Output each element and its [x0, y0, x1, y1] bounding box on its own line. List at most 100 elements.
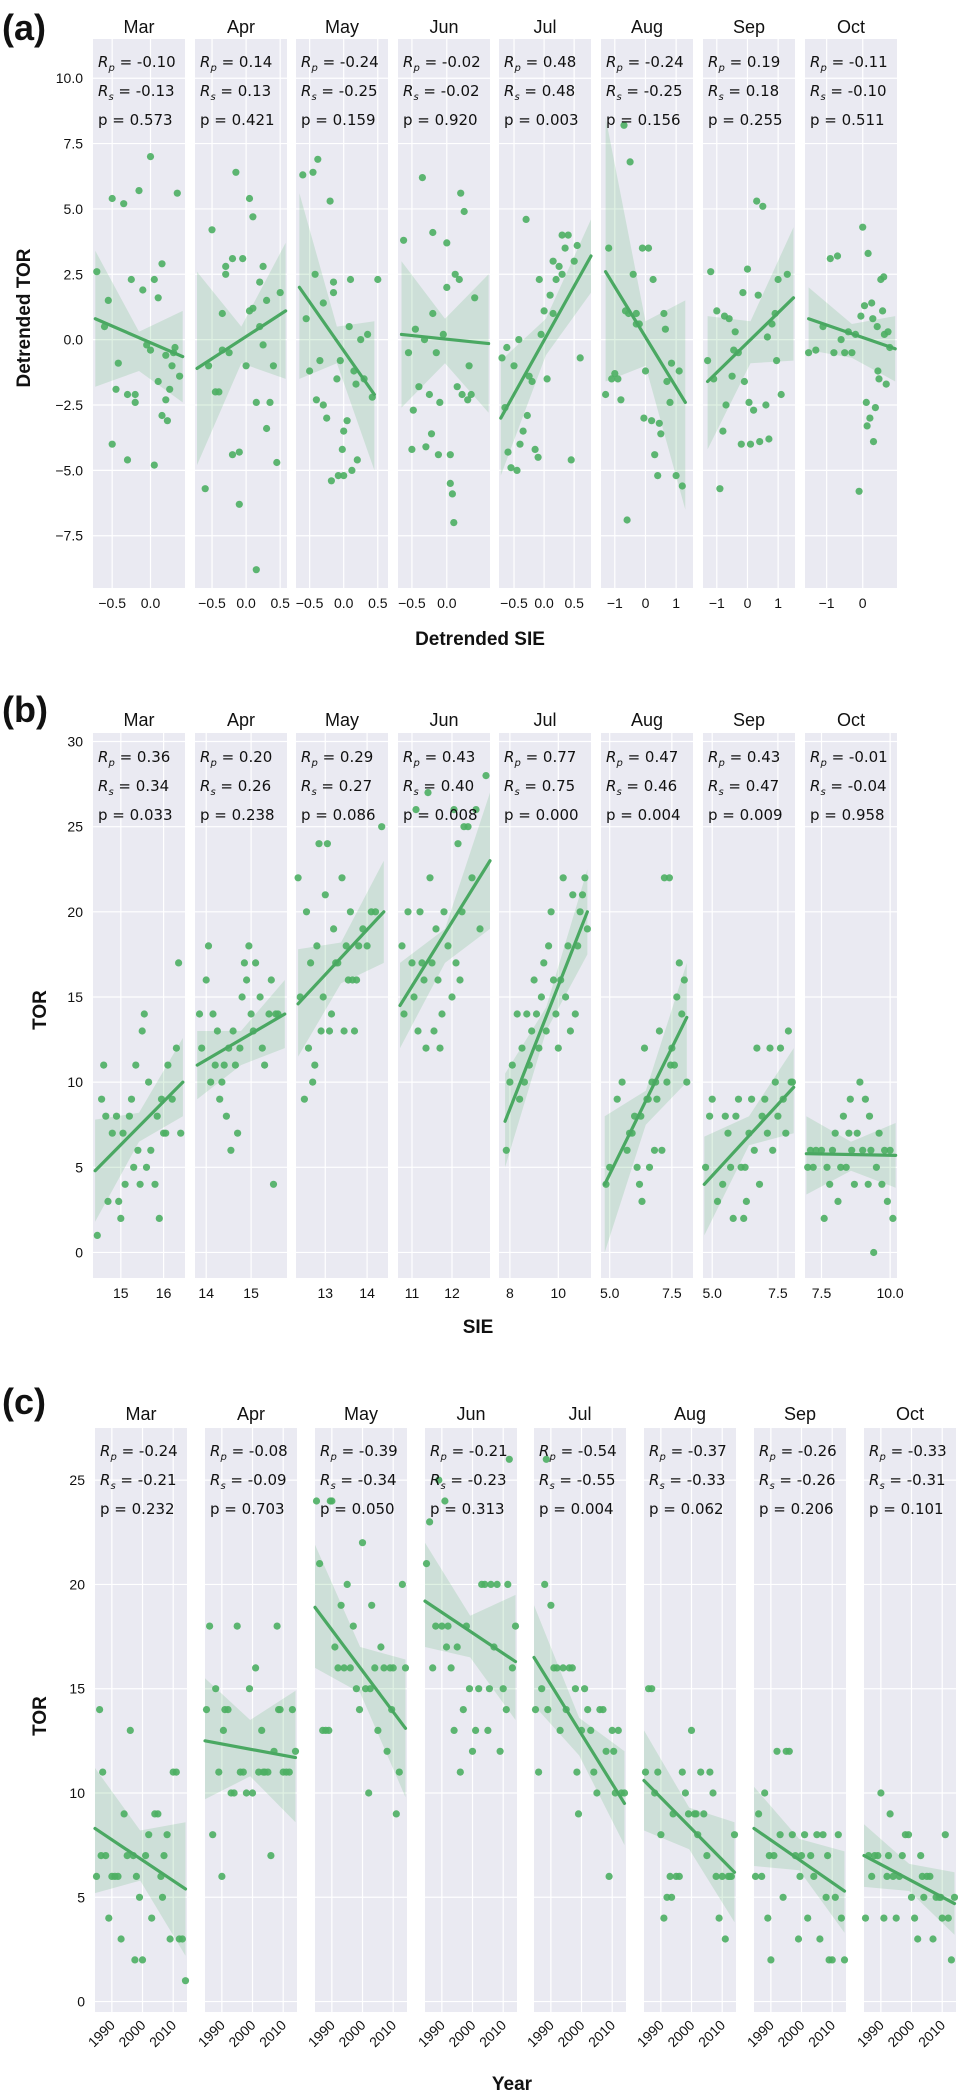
- data-point: [434, 976, 442, 984]
- data-point: [817, 1146, 826, 1154]
- x-tick-label: 2000: [664, 2017, 697, 2050]
- data-point: [471, 294, 479, 302]
- y-tick-label: 10: [69, 1785, 85, 1801]
- data-point: [256, 278, 264, 286]
- data-point: [660, 309, 668, 318]
- data-point: [535, 1768, 543, 1776]
- x-tick-label: 2000: [884, 2017, 917, 2050]
- x-tick-label: 2010: [366, 2017, 399, 2050]
- data-point: [861, 1914, 870, 1922]
- data-point: [840, 1956, 849, 1964]
- data-point: [135, 187, 143, 195]
- x-tick-label: −0.5: [198, 595, 226, 611]
- data-point: [635, 1180, 644, 1188]
- x-tick-label: 2010: [146, 2017, 179, 2050]
- facet-background: [296, 733, 388, 1278]
- data-point: [453, 383, 461, 391]
- data-point: [819, 1831, 827, 1839]
- data-point: [804, 1914, 812, 1922]
- data-point: [415, 383, 423, 391]
- data-point: [366, 1685, 374, 1693]
- x-tick-label: 7.5: [812, 1285, 832, 1301]
- data-point: [867, 1146, 875, 1154]
- facet-sep: Sep Rp = 0.19 Rs = 0.18 p = 0.255 −1 0 1: [703, 17, 796, 611]
- data-point: [549, 257, 557, 265]
- data-point: [131, 398, 139, 406]
- data-point: [321, 891, 329, 899]
- data-point: [504, 1580, 512, 1588]
- y-tick-label: −7.5: [55, 528, 83, 544]
- data-point: [886, 1810, 894, 1818]
- x-tick-label: 2010: [915, 2017, 948, 2050]
- data-point: [163, 417, 171, 425]
- y-tick-label: −5.0: [55, 462, 83, 478]
- data-point: [730, 346, 738, 354]
- stat-rs: Rs = -0.23: [430, 1471, 507, 1492]
- data-point: [508, 1664, 516, 1672]
- data-point: [796, 1872, 804, 1880]
- data-point: [227, 1146, 235, 1154]
- data-point: [102, 1112, 110, 1120]
- data-point: [425, 390, 433, 399]
- facet-background: [93, 39, 185, 588]
- facet-background: [499, 733, 591, 1278]
- x-tick-label: 1990: [415, 2017, 448, 2050]
- data-point: [166, 385, 174, 393]
- data-point: [218, 1872, 226, 1880]
- x-tick-label: 1990: [305, 2017, 338, 2050]
- data-point: [721, 1935, 729, 1943]
- data-point: [707, 268, 715, 276]
- data-point: [363, 942, 371, 950]
- data-point: [302, 908, 311, 916]
- data-point: [702, 1163, 710, 1171]
- regression-line: [423, 1599, 518, 1664]
- facet-mar: Mar Rp = -0.10 Rs = -0.13 p = 0.573 −0.5 0.0: [93, 17, 185, 611]
- data-point: [327, 477, 335, 485]
- data-point: [117, 1214, 125, 1222]
- data-point: [323, 414, 331, 422]
- data-point: [626, 158, 634, 166]
- data-point: [126, 1726, 134, 1734]
- stat-rp: Rp = 0.48: [504, 53, 576, 74]
- regression-line: [313, 1605, 408, 1730]
- data-point: [273, 458, 281, 467]
- data-point: [232, 168, 240, 176]
- data-point: [435, 1476, 443, 1484]
- data-point: [703, 1852, 711, 1860]
- data-point: [498, 354, 506, 362]
- facet-jun: Jun Rp = -0.21 Rs = -0.23 p = 0.313 19902000…: [415, 1404, 520, 2050]
- regression-line: [804, 1152, 898, 1157]
- data-point: [240, 959, 248, 967]
- data-point: [947, 1956, 956, 1964]
- data-point: [145, 1078, 153, 1086]
- data-point: [299, 171, 307, 179]
- data-point: [929, 1935, 937, 1943]
- data-point: [788, 1831, 796, 1839]
- data-point: [166, 1935, 174, 1943]
- facet-mar: Mar Rp = -0.24 Rs = -0.21 p = 0.232 19902000…: [85, 1404, 190, 2050]
- facet-title: May: [344, 1404, 378, 1424]
- data-point: [121, 1180, 129, 1188]
- data-point: [503, 343, 511, 352]
- facet-aug: Aug Rp = 0.47 Rs = 0.46 p = 0.004 5.0 7.5: [600, 710, 693, 1301]
- data-point: [531, 445, 539, 453]
- stat-rp: Rp = 0.77: [504, 748, 576, 769]
- x-tick-label: 0.0: [437, 595, 457, 611]
- data-point: [602, 390, 610, 399]
- facet-background: [644, 1428, 736, 2012]
- data-point: [219, 1726, 227, 1734]
- data-point: [873, 323, 881, 331]
- regression-line: [93, 317, 185, 359]
- data-point: [207, 1078, 215, 1086]
- data-point: [629, 270, 637, 278]
- data-point: [432, 349, 440, 357]
- data-point: [242, 1789, 250, 1797]
- stat-p: p = 0.232: [100, 1500, 175, 1518]
- data-point: [327, 1010, 336, 1018]
- data-point: [869, 438, 878, 446]
- confidence-band: [400, 792, 490, 1049]
- data-point: [119, 1129, 127, 1137]
- data-point: [453, 1643, 461, 1651]
- data-point: [235, 500, 243, 508]
- data-point: [454, 840, 462, 848]
